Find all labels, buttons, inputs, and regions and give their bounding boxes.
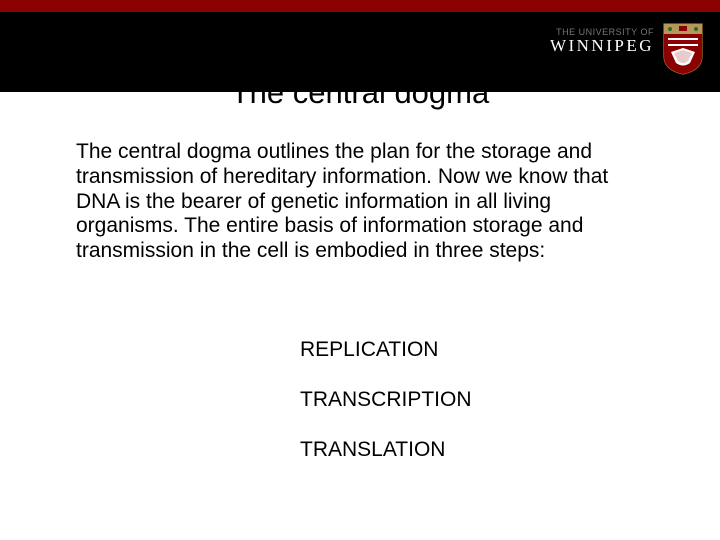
title-text: The central dogma <box>231 75 489 111</box>
step-item: TRANSLATION <box>300 438 472 462</box>
steps-list: REPLICATION TRANSCRIPTION TRANSLATION <box>300 338 472 488</box>
slide-title: The central dogma <box>0 75 720 111</box>
university-logo-text: THE UNIVERSITY OF WINNIPEG <box>550 28 654 55</box>
logo-line2: WINNIPEG <box>550 37 654 55</box>
slide: THE UNIVERSITY OF WINNIPEG The central d… <box>0 0 720 540</box>
top-red-bar <box>0 0 720 12</box>
body-paragraph: The central dogma outlines the plan for … <box>76 140 646 264</box>
step-item: REPLICATION <box>300 338 472 362</box>
step-item: TRANSCRIPTION <box>300 388 472 412</box>
university-crest-icon <box>662 22 704 76</box>
